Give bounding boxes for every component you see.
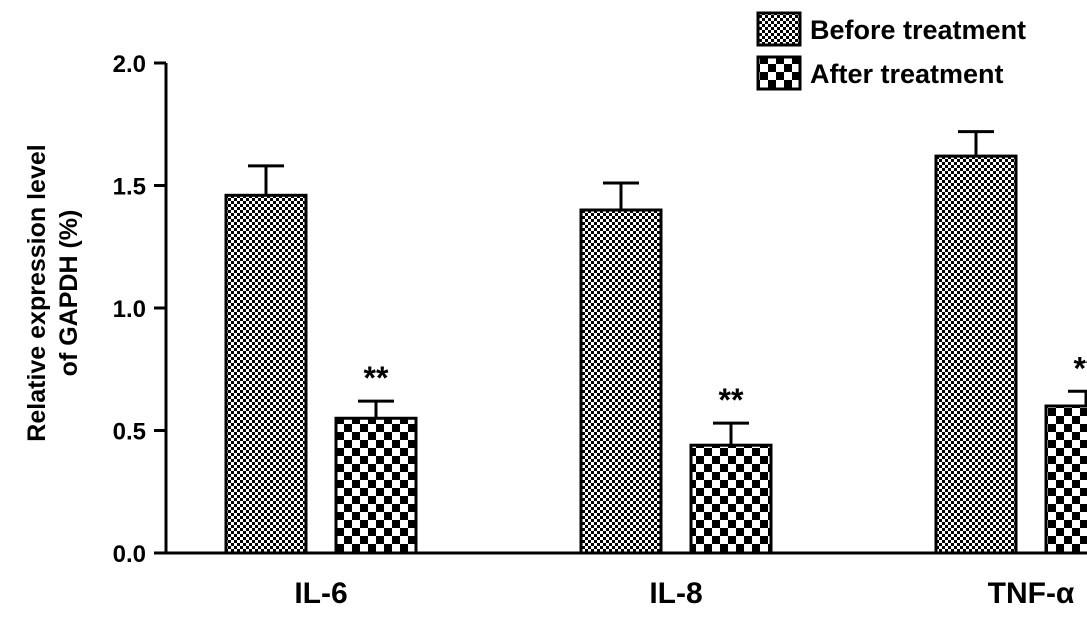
y-tick-label: 0.5	[113, 419, 146, 446]
significance-mark: **	[719, 382, 744, 418]
significance-mark: **	[364, 360, 389, 396]
legend-label: Before treatment	[810, 15, 1026, 45]
y-axis-label-line: of GAPDH (%)	[55, 210, 83, 377]
legend-swatch-after	[756, 55, 802, 91]
y-axis-label: Relative expression level of GAPDH (%)	[23, 144, 83, 441]
legend-swatch-before	[756, 11, 802, 47]
bar-after	[689, 443, 773, 555]
category-label: IL-6	[294, 577, 347, 610]
category-label: TNF-α	[988, 577, 1075, 610]
bar-after	[1044, 404, 1087, 555]
legend-label: After treatment	[810, 59, 1004, 89]
bar-before	[934, 154, 1018, 555]
labels: 0.0 0.5 1.0 1.5 2.0 Relative expression level…	[23, 51, 1087, 610]
y-axis-label-line: Relative expression level	[23, 144, 51, 441]
y-tick-label: 0.0	[113, 541, 146, 568]
y-tick-label: 2.0	[113, 51, 146, 78]
bars	[224, 130, 1087, 555]
legend: Before treatment After treatment	[756, 11, 1026, 91]
bar-before	[579, 208, 663, 555]
y-tick-label: 1.5	[113, 174, 146, 201]
category-label: IL-8	[649, 577, 702, 610]
bar-after	[334, 416, 418, 555]
significance-mark: **	[1074, 350, 1087, 386]
bar-before	[224, 193, 308, 555]
y-tick-label: 1.0	[113, 296, 146, 323]
